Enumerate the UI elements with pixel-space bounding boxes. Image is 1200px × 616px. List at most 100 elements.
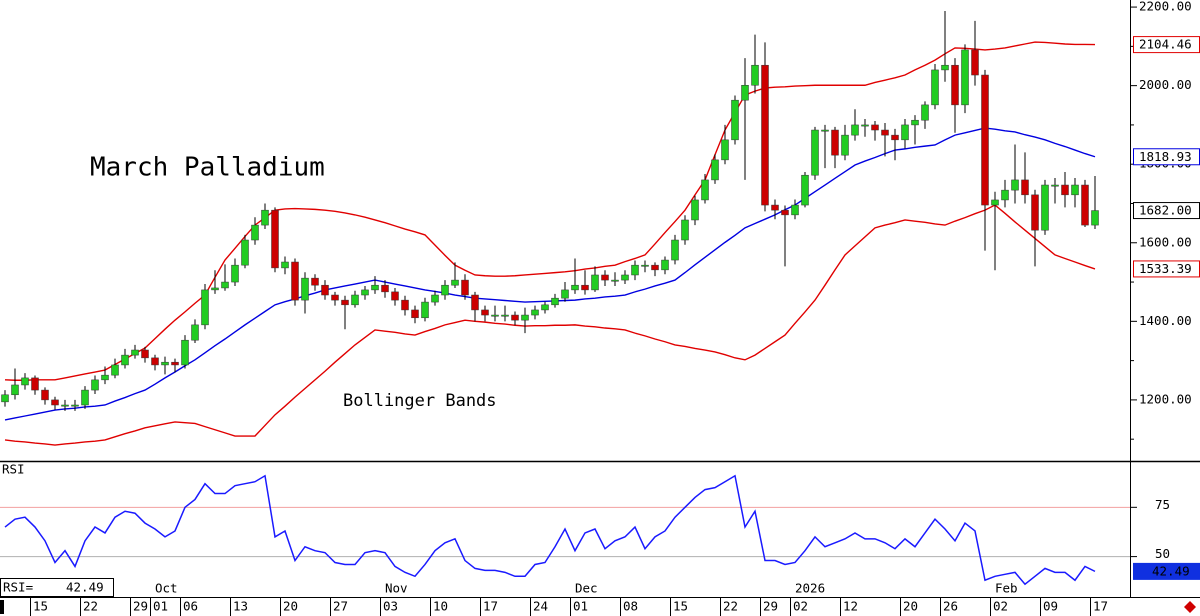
candle-body <box>201 289 209 326</box>
x-tick-label: 20 <box>903 599 918 614</box>
candle-body <box>241 239 249 266</box>
x-tick-label: 17 <box>1093 599 1108 614</box>
candle-body <box>961 49 969 106</box>
candle-body <box>641 264 649 267</box>
candle-body <box>451 279 459 286</box>
candle-body <box>951 64 959 106</box>
candle-body <box>1 394 9 403</box>
candle-body <box>91 379 99 391</box>
candle-body <box>991 199 999 206</box>
candle-body <box>711 159 719 181</box>
x-tick-label: 27 <box>333 599 348 614</box>
candle-body <box>471 294 479 311</box>
x-tick-label: 01 <box>153 599 168 614</box>
candle-body <box>901 124 909 141</box>
candle-body <box>791 204 799 216</box>
x-tick-label: 02 <box>793 599 808 614</box>
candle-body <box>381 284 389 293</box>
band-value-label: 1818.93 <box>1139 149 1192 164</box>
candle-body <box>61 404 69 407</box>
x-tick-label: 24 <box>533 599 548 614</box>
candle-body <box>191 324 199 341</box>
candle-body <box>361 289 369 296</box>
y-tick-label: 75 <box>1155 497 1170 512</box>
candle-body <box>1001 189 1009 201</box>
candle-body <box>881 129 889 136</box>
month-label: Oct <box>155 581 178 596</box>
x-tick-label: 15 <box>33 599 48 614</box>
candle-body <box>31 377 39 391</box>
candle-body <box>941 64 949 71</box>
candle-body <box>781 209 789 216</box>
candle-body <box>491 314 499 317</box>
rsi-readout-value: 42.49 <box>66 580 104 595</box>
candle-body <box>1011 179 1019 191</box>
candle-body <box>501 314 509 317</box>
candle-body <box>151 357 159 366</box>
x-tick-label: 29 <box>763 599 778 614</box>
bollinger-band <box>4 204 1096 446</box>
candle-body <box>891 134 899 141</box>
candle-body <box>1071 184 1079 196</box>
candle-body <box>801 174 809 206</box>
candle-body <box>741 84 749 101</box>
candle-body <box>731 99 739 141</box>
month-label: Dec <box>575 581 598 596</box>
candle-body <box>481 309 489 316</box>
candle-body <box>1041 184 1049 231</box>
candle-body <box>541 304 549 311</box>
rsi-readout-label: RSI= <box>3 580 33 595</box>
candle-body <box>851 124 859 136</box>
candle-body <box>331 294 339 301</box>
candle-body <box>921 104 929 121</box>
candle-body <box>521 314 529 321</box>
rsi-value-label: 42.49 <box>1152 563 1190 578</box>
x-tick-label: 08 <box>623 599 638 614</box>
candle-body <box>691 199 699 221</box>
candle-body <box>311 277 319 286</box>
bollinger-band <box>4 41 1096 381</box>
candle-body <box>431 294 439 303</box>
scroll-arrow[interactable] <box>1184 601 1196 613</box>
candle-body <box>831 129 839 156</box>
candle-body <box>111 364 119 376</box>
candle-body <box>701 179 709 201</box>
candle-body <box>1081 184 1089 226</box>
x-tick-label: 13 <box>233 599 248 614</box>
candle-body <box>591 274 599 291</box>
candle-body <box>261 209 269 226</box>
candle-body <box>271 209 279 269</box>
candle-body <box>721 139 729 161</box>
candle-body <box>911 119 919 126</box>
candle-body <box>231 264 239 283</box>
candle-body <box>1061 184 1069 196</box>
candle-body <box>671 239 679 261</box>
candle-body <box>811 129 819 176</box>
candle-body <box>551 297 559 306</box>
x-tick-label: 03 <box>383 599 398 614</box>
y-tick-label: 2000.00 <box>1139 77 1192 92</box>
band-value-label: 1533.39 <box>1139 261 1192 276</box>
y-tick-label: 1400.00 <box>1139 313 1192 328</box>
candle-body <box>461 279 469 296</box>
candle-body <box>421 301 429 319</box>
chart-title: March Palladium <box>90 153 325 183</box>
rsi-readout-box <box>0 578 114 597</box>
candle-body <box>981 74 989 206</box>
band-value-label: 2104.46 <box>1139 37 1192 52</box>
candle-body <box>171 361 179 366</box>
candle-body <box>11 384 19 396</box>
candle-body <box>581 284 589 291</box>
x-tick-label: 06 <box>183 599 198 614</box>
y-tick-label: 1600.00 <box>1139 234 1192 249</box>
x-tick-label: 01 <box>573 599 588 614</box>
candle-body <box>1021 179 1029 196</box>
candle-body <box>621 274 629 281</box>
candle-body <box>861 124 869 127</box>
x-tick-label: 20 <box>283 599 298 614</box>
x-tick-label: 22 <box>83 599 98 614</box>
candle-body <box>351 294 359 306</box>
candle-body <box>441 284 449 296</box>
candle-body <box>771 204 779 211</box>
candle-body <box>221 281 229 289</box>
